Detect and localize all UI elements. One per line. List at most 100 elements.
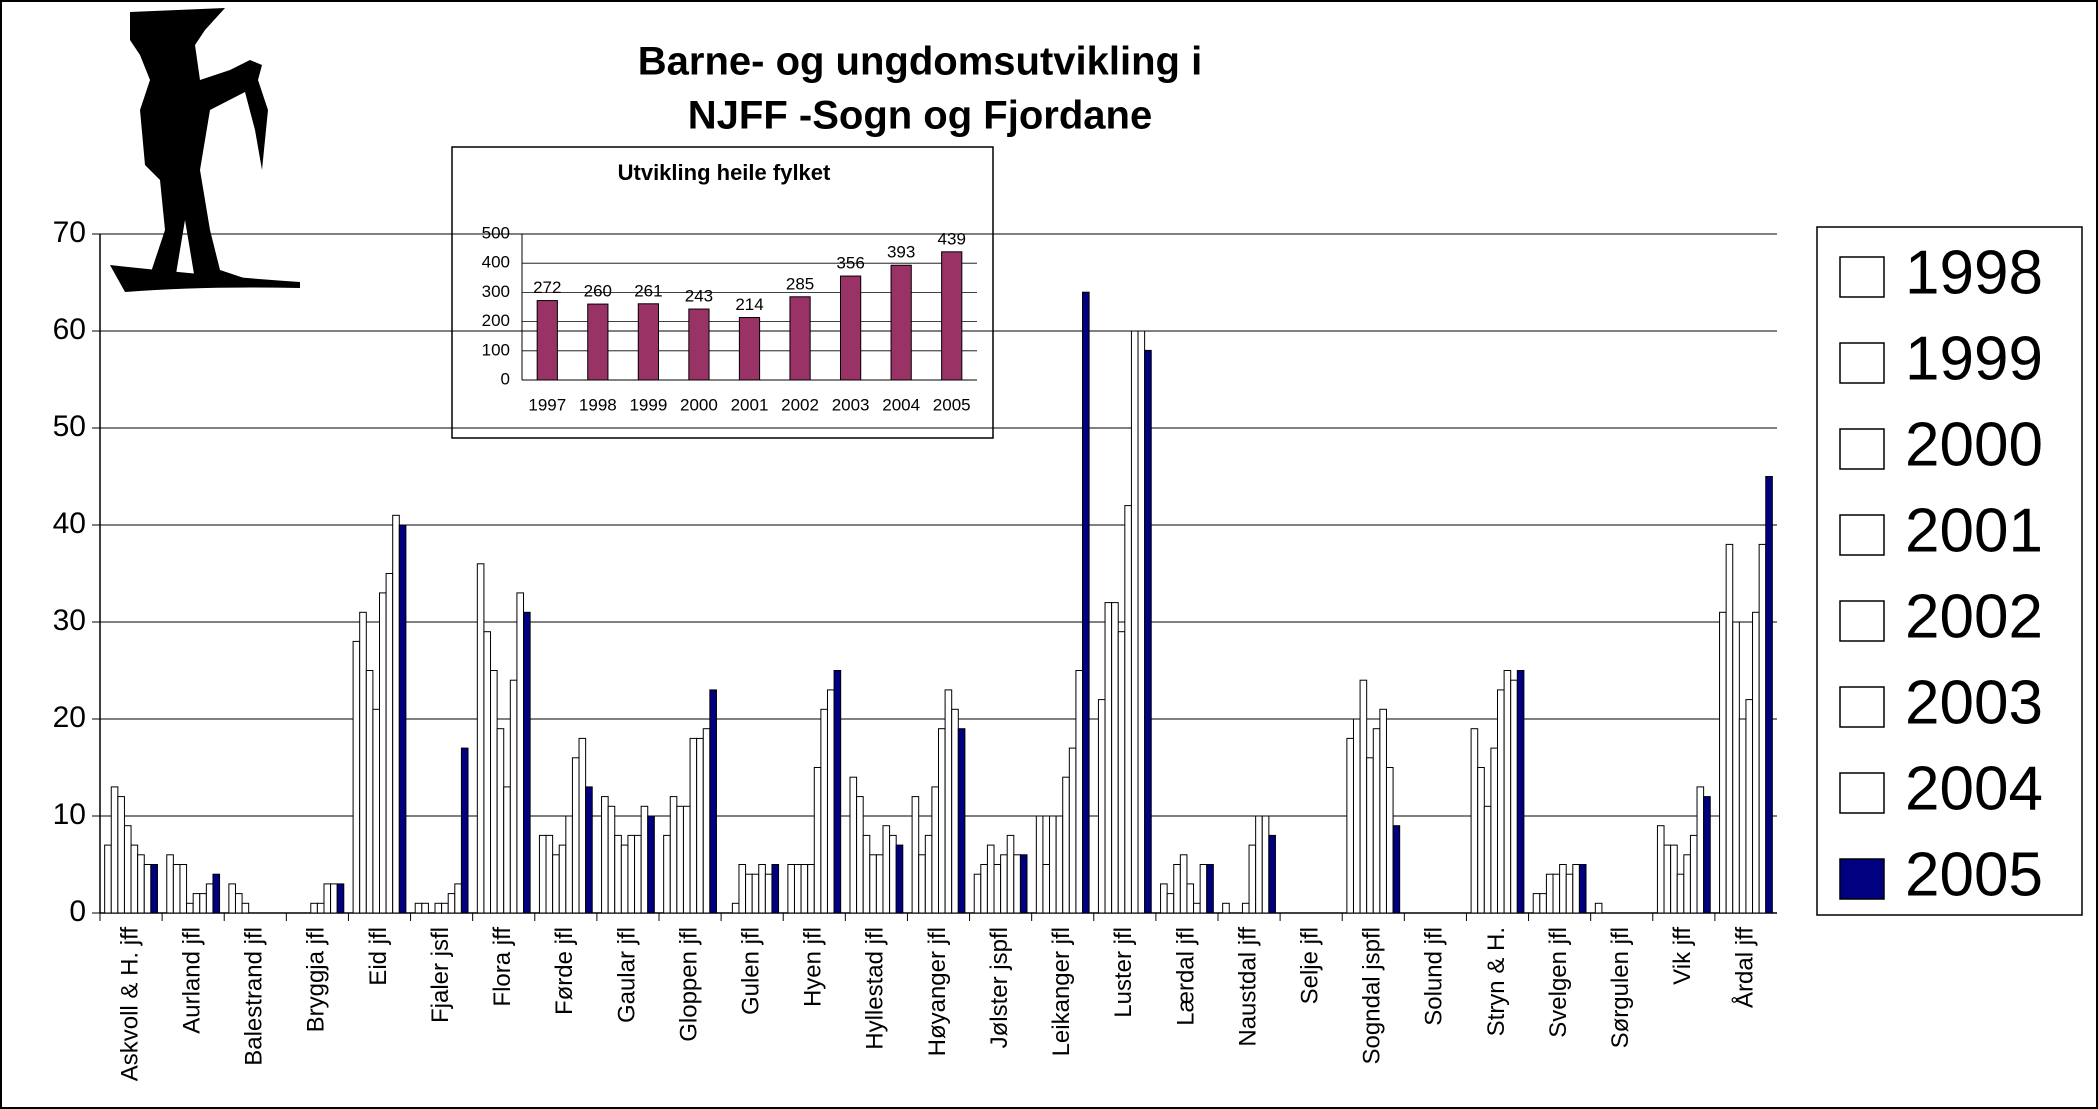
bar <box>1001 855 1008 913</box>
bar <box>1498 690 1505 913</box>
bar <box>1553 874 1560 913</box>
bar <box>1684 855 1691 913</box>
bar <box>1200 865 1207 914</box>
bar <box>876 855 883 913</box>
y-tick-label: 500 <box>482 223 510 242</box>
y-tick-label: 20 <box>53 701 86 734</box>
bar <box>945 690 952 913</box>
bar <box>1007 835 1014 913</box>
bar <box>670 797 677 913</box>
bar <box>173 865 180 914</box>
chart-title: Barne- og ungdomsutvikling i <box>638 40 1202 84</box>
bar <box>870 855 877 913</box>
bar <box>422 903 429 913</box>
x-tick-label: Førde jfl <box>551 927 578 1015</box>
x-tick-label: Fjaler jsfl <box>427 927 454 1023</box>
x-tick-label: Hyen jfl <box>800 927 827 1007</box>
bar <box>1733 622 1740 913</box>
bar <box>399 525 406 913</box>
bar <box>1690 835 1697 913</box>
bar <box>331 884 338 913</box>
bar <box>1753 612 1760 913</box>
y-tick-label: 50 <box>53 410 86 443</box>
bar <box>641 806 648 913</box>
bar <box>638 304 658 380</box>
y-tick-label: 300 <box>482 282 510 301</box>
bar <box>455 884 462 913</box>
data-label: 356 <box>836 254 864 273</box>
bar <box>588 304 608 380</box>
bar <box>1573 865 1580 914</box>
bar <box>1766 477 1773 914</box>
bar <box>1353 719 1360 913</box>
bar <box>677 806 684 913</box>
bar <box>850 777 857 913</box>
bar <box>448 894 455 913</box>
bar <box>801 865 808 914</box>
bar <box>1471 729 1478 913</box>
x-tick-label: Jølster jspfl <box>986 927 1013 1048</box>
bar <box>1167 894 1174 913</box>
bar <box>890 835 897 913</box>
bar <box>1223 903 1230 913</box>
x-tick-label: Hyllestad jfl <box>862 927 889 1050</box>
bar <box>131 845 138 913</box>
bar <box>353 641 360 913</box>
x-tick-label: Flora jff <box>489 927 516 1007</box>
bar <box>229 884 236 913</box>
bar <box>1256 816 1263 913</box>
bar <box>118 797 125 913</box>
bar <box>1595 903 1602 913</box>
bar <box>144 865 151 914</box>
x-tick-label: Gulen jfl <box>738 927 765 1015</box>
bar <box>814 768 821 914</box>
bar <box>1739 719 1746 913</box>
bar <box>1161 884 1168 913</box>
bar <box>1677 874 1684 913</box>
bar <box>958 729 965 913</box>
bar <box>242 903 249 913</box>
bar <box>537 301 557 380</box>
bar <box>579 738 586 913</box>
bar <box>981 865 988 914</box>
bar <box>360 612 367 913</box>
bar <box>206 884 213 913</box>
bar <box>1098 700 1105 913</box>
bar <box>1386 768 1393 914</box>
bar <box>1036 816 1043 913</box>
x-tick-label: Sogndal jspfl <box>1359 927 1386 1064</box>
bar <box>772 865 779 914</box>
x-tick-label: 1999 <box>629 395 667 414</box>
bar <box>1105 603 1112 913</box>
chart: Barne- og ungdomsutvikling iNJFF -Sogn o… <box>0 0 2098 1109</box>
x-tick-label: 2005 <box>933 395 971 414</box>
bar <box>1138 331 1145 913</box>
y-tick-label: 200 <box>482 311 510 330</box>
bar <box>703 729 710 913</box>
x-tick-label: Leikanger jfl <box>1048 927 1075 1056</box>
bar <box>1112 603 1119 913</box>
bar <box>690 738 697 913</box>
bar <box>1076 671 1083 914</box>
legend-label: 2005 <box>1905 840 2043 909</box>
bar <box>746 874 753 913</box>
bar <box>987 845 994 913</box>
legend-label: 2001 <box>1905 496 2043 565</box>
bar <box>553 855 560 913</box>
bar <box>1380 709 1387 913</box>
bar <box>919 855 926 913</box>
x-tick-label: 2000 <box>680 395 718 414</box>
bar <box>1373 729 1380 913</box>
x-tick-label: 1997 <box>528 395 566 414</box>
bar <box>393 515 400 913</box>
bar <box>1759 544 1766 913</box>
x-tick-label: Svelgen jfl <box>1545 927 1572 1038</box>
bar <box>1063 777 1070 913</box>
bar <box>366 671 373 914</box>
y-tick-label: 100 <box>482 340 510 359</box>
bar <box>974 874 981 913</box>
bar <box>912 797 919 913</box>
bar <box>1566 874 1573 913</box>
bar <box>105 845 112 913</box>
bar <box>1194 903 1201 913</box>
